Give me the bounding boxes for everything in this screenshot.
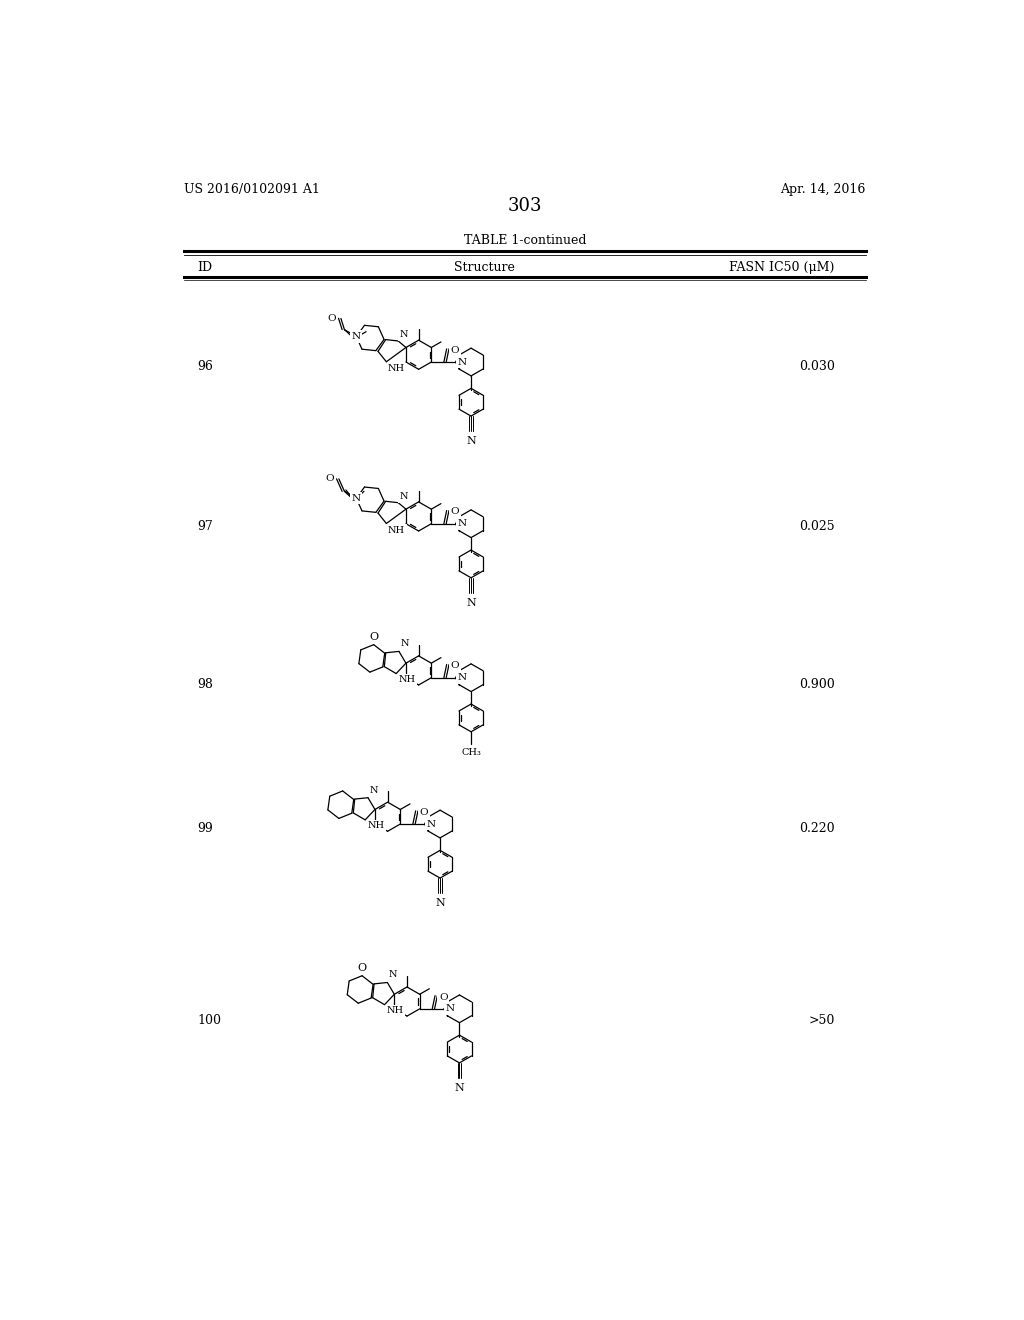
Text: NH: NH [368,821,385,830]
Text: ID: ID [198,261,213,275]
Text: N: N [426,820,435,829]
Text: 99: 99 [198,822,213,834]
Text: NH: NH [388,525,406,535]
Text: O: O [357,962,367,973]
Text: Structure: Structure [454,261,515,275]
Text: N: N [466,598,476,607]
Text: 0.220: 0.220 [799,822,835,834]
Text: 0.025: 0.025 [799,520,835,533]
Text: 303: 303 [508,197,542,215]
Text: N: N [400,639,409,648]
Text: O: O [451,661,459,671]
Text: O: O [451,346,459,355]
Text: O: O [326,474,334,483]
Text: N: N [399,330,409,339]
Text: N: N [445,1005,455,1014]
Text: O: O [328,314,336,323]
Text: O: O [439,993,447,1002]
Text: 0.030: 0.030 [799,360,835,372]
Text: 0.900: 0.900 [799,677,835,690]
Text: N: N [351,333,360,341]
Text: NH: NH [387,1006,404,1015]
Text: N: N [458,673,466,682]
Text: N: N [351,494,360,503]
Text: 97: 97 [198,520,213,533]
Text: N: N [399,492,409,502]
Text: N: N [435,898,445,908]
Text: N: N [458,519,466,528]
Text: 96: 96 [198,360,214,372]
Text: O: O [369,631,378,642]
Text: O: O [420,808,428,817]
Text: Apr. 14, 2016: Apr. 14, 2016 [780,182,866,195]
Text: O: O [451,507,459,516]
Text: 98: 98 [198,677,214,690]
Text: CH₃: CH₃ [461,748,481,756]
Text: US 2016/0102091 A1: US 2016/0102091 A1 [183,182,319,195]
Text: N: N [458,358,466,367]
Text: >50: >50 [808,1014,835,1027]
Text: NH: NH [398,675,416,684]
Text: TABLE 1-continued: TABLE 1-continued [464,234,586,247]
Text: 100: 100 [198,1014,222,1027]
Text: N: N [370,785,378,795]
Text: FASN IC50 (μM): FASN IC50 (μM) [729,261,835,275]
Text: NH: NH [388,364,406,374]
Text: N: N [455,1082,464,1093]
Text: N: N [389,970,397,979]
Text: N: N [466,436,476,446]
